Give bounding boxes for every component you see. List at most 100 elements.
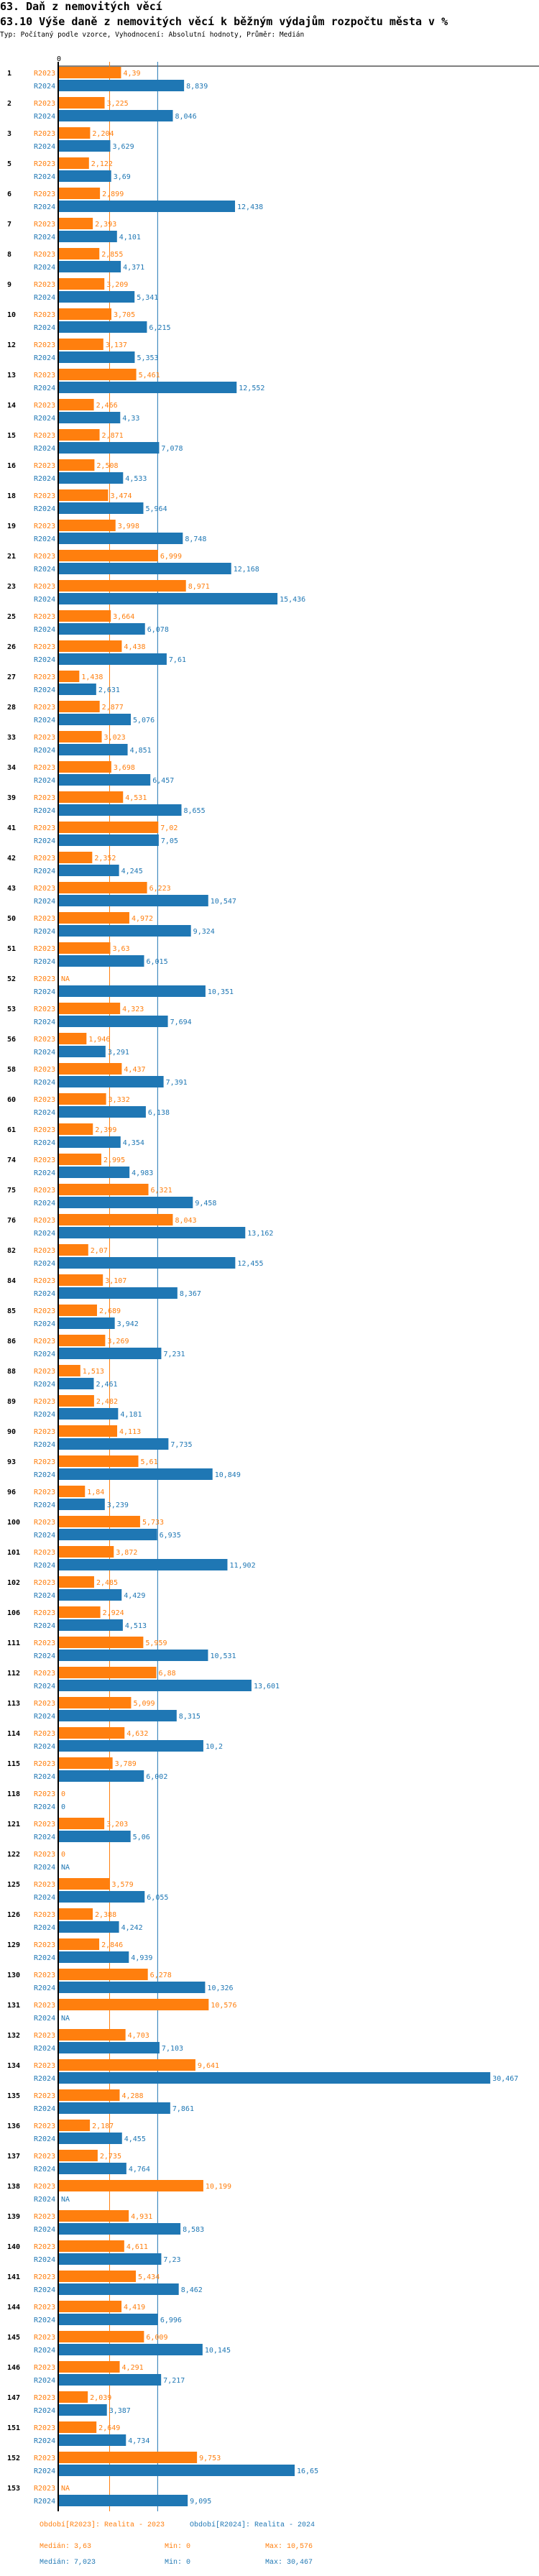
series-label-r2024: R2024 — [34, 1501, 55, 1509]
value-label-r2024: 4,429 — [124, 1592, 145, 1600]
bar-r2023 — [59, 1305, 97, 1316]
category-label: 82 — [7, 1247, 16, 1255]
series-label-r2024: R2024 — [34, 1984, 55, 1992]
series-label-r2023: R2023 — [34, 462, 55, 470]
category-label: 122 — [7, 1851, 20, 1859]
value-label-r2023: 4,931 — [131, 2213, 152, 2221]
category-label: 135 — [7, 2092, 20, 2100]
value-label-r2023: 5,959 — [145, 1639, 167, 1647]
series-label-r2023: R2023 — [34, 402, 55, 410]
series-label-r2024: R2024 — [34, 203, 55, 211]
bar-r2023 — [59, 1878, 110, 1890]
value-label-r2024: 4,764 — [129, 2166, 150, 2174]
series-label-r2024: R2024 — [34, 2256, 55, 2264]
bar-r2024 — [59, 110, 173, 121]
value-label-r2024: 5,06 — [133, 1834, 150, 1841]
series-label-r2023: R2023 — [34, 1821, 55, 1828]
series-label-r2023: R2023 — [34, 673, 55, 681]
category-label: 121 — [7, 1821, 20, 1828]
series-label-r2023: R2023 — [34, 1941, 55, 1949]
category-label: 28 — [7, 704, 16, 712]
category-label: 145 — [7, 2334, 20, 2342]
series-label-r2024: R2024 — [34, 1139, 55, 1147]
series-label-r2024: R2024 — [34, 626, 55, 634]
value-label-r2023: 10,576 — [211, 2002, 236, 2010]
value-label-r2024: 3,69 — [114, 173, 131, 181]
series-label-r2023: R2023 — [34, 1368, 55, 1376]
value-label-r2023: 2,877 — [102, 704, 124, 712]
bar-r2024 — [59, 1650, 208, 1661]
value-label-r2023: 2,735 — [100, 2153, 121, 2161]
value-label-r2023: 3,474 — [110, 492, 132, 500]
value-label-r2024: 7,391 — [166, 1079, 188, 1087]
value-label-r2023: 3,698 — [114, 764, 135, 772]
series-label-r2023: R2023 — [34, 160, 55, 168]
stat-r2024-min: Min: 0 — [165, 2559, 191, 2567]
value-label-r2023: 6,009 — [146, 2334, 167, 2342]
bar-r2024 — [59, 201, 236, 212]
stat-r2024-median: Medián: 7,023 — [40, 2559, 96, 2567]
series-label-r2024: R2024 — [34, 566, 55, 574]
series-label-r2024: R2024 — [34, 1652, 55, 1660]
series-label-r2023: R2023 — [34, 130, 55, 138]
bar-r2023 — [59, 610, 111, 622]
category-label: 9 — [7, 281, 11, 289]
series-label-r2023: R2023 — [34, 1549, 55, 1557]
value-label-r2023: 4,632 — [126, 1730, 148, 1738]
value-label-r2023: 3,998 — [118, 523, 139, 530]
bar-r2024 — [59, 1287, 178, 1299]
value-label-r2024: 4,513 — [125, 1622, 147, 1630]
bar-r2023 — [59, 1818, 105, 1829]
bar-r2024 — [59, 1740, 203, 1752]
series-label-r2023: R2023 — [34, 1217, 55, 1225]
series-label-r2024: R2024 — [34, 1954, 55, 1962]
category-label: 126 — [7, 1911, 20, 1919]
bar-r2023 — [59, 218, 93, 229]
value-label-r2023: 9,641 — [198, 2062, 219, 2070]
value-label-r2024: 5,341 — [137, 294, 158, 302]
value-label-r2023: 2,508 — [96, 462, 118, 470]
bar-r2023 — [59, 1576, 94, 1588]
bar-r2023 — [59, 248, 100, 259]
bar-r2024 — [59, 2133, 122, 2144]
series-label-r2024: R2024 — [34, 264, 55, 272]
series-label-r2023: R2023 — [34, 1519, 55, 1527]
value-label-r2023: 1,946 — [88, 1036, 110, 1044]
series-label-r2023: R2023 — [34, 2183, 55, 2191]
value-label-r2024: 2,631 — [98, 686, 120, 694]
value-label-r2024: 8,583 — [183, 2226, 204, 2234]
series-label-r2023: R2023 — [34, 764, 55, 772]
category-label: 41 — [7, 824, 16, 832]
series-label-r2024: R2024 — [34, 2347, 55, 2355]
bar-r2024 — [59, 2404, 107, 2416]
value-label-r2023: 3,789 — [115, 1760, 137, 1768]
series-label-r2024: R2024 — [34, 535, 55, 543]
series-label-r2023: R2023 — [34, 2032, 55, 2040]
series-label-r2024: R2024 — [34, 83, 55, 91]
bar-r2024 — [59, 865, 119, 876]
bar-r2024 — [59, 1921, 119, 1933]
value-label-r2024: 12,438 — [237, 203, 263, 211]
value-label-r2023: 2,995 — [103, 1156, 125, 1164]
category-label: 130 — [7, 1972, 20, 1979]
series-label-r2023: R2023 — [34, 2002, 55, 2010]
bar-r2024 — [59, 593, 278, 604]
series-label-r2024: R2024 — [34, 777, 55, 785]
value-label-r2023: 4,611 — [126, 2243, 148, 2251]
value-label-r2024: 8,839 — [186, 83, 208, 91]
series-label-r2023: R2023 — [34, 432, 55, 440]
bar-r2023 — [59, 1637, 144, 1648]
stat-r2023-median: Medián: 3,63 — [40, 2543, 92, 2551]
bar-r2024 — [59, 744, 128, 755]
value-label-r2023: 3,269 — [107, 1338, 129, 1346]
series-label-r2024: R2024 — [34, 2498, 55, 2506]
value-label-r2023: 4,531 — [125, 794, 147, 802]
value-label-r2023: 3,332 — [109, 1096, 130, 1104]
value-label-r2024: 3,629 — [112, 143, 134, 151]
bar-r2024 — [59, 1016, 168, 1027]
category-label: 112 — [7, 1670, 20, 1678]
bar-r2024 — [59, 1076, 164, 1087]
bar-r2023 — [59, 157, 89, 169]
series-label-r2023: R2023 — [34, 1700, 55, 1708]
bar-r2024 — [59, 834, 159, 846]
